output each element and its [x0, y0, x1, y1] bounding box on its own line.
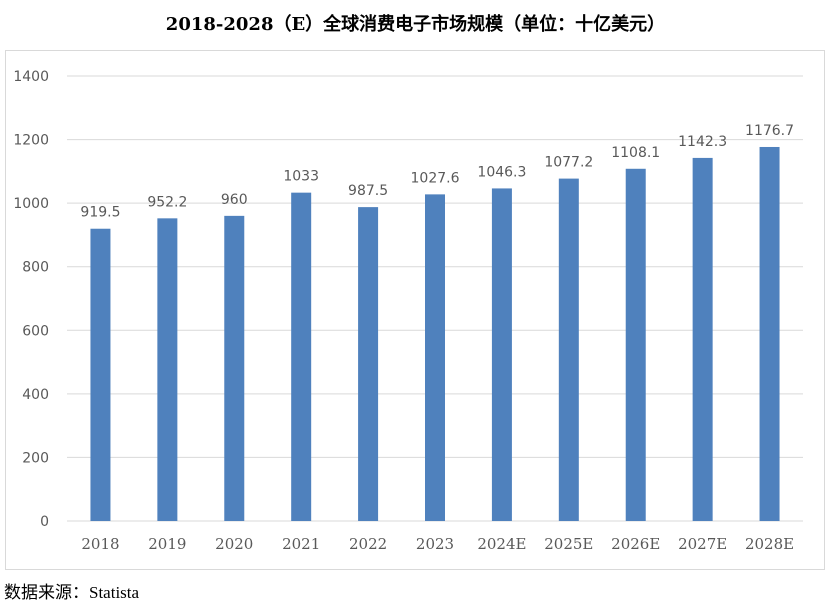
x-tick-label: 2020	[215, 535, 253, 553]
y-tick-label: 400	[22, 387, 49, 403]
source-name: Statista	[89, 583, 140, 602]
bar	[759, 146, 780, 522]
x-tick-label: 2025E	[544, 535, 593, 553]
x-tick-label: 2018	[81, 535, 119, 553]
bar	[358, 207, 379, 521]
bar	[224, 215, 245, 521]
bar	[692, 157, 713, 521]
y-tick-label: 800	[22, 260, 49, 276]
data-label: 987.5	[348, 183, 388, 199]
chart-area	[5, 50, 825, 570]
bar	[625, 168, 646, 521]
y-tick-label: 1400	[13, 69, 49, 85]
data-label: 960	[221, 192, 248, 208]
y-tick-label: 200	[22, 450, 49, 466]
x-tick-label: 2019	[148, 535, 186, 553]
data-label: 1033	[283, 169, 319, 185]
data-label: 919.5	[80, 205, 120, 221]
data-source: 数据来源：Statista	[4, 578, 139, 603]
data-label: 1142.3	[678, 134, 727, 150]
data-label: 1046.3	[477, 164, 526, 180]
x-tick-label: 2021	[282, 535, 320, 553]
x-tick-label: 2023	[416, 535, 454, 553]
y-tick-label: 1000	[13, 196, 49, 212]
bar	[90, 228, 111, 522]
bar	[291, 192, 312, 521]
y-tick-label: 1200	[13, 133, 49, 149]
source-label: 数据来源：	[4, 583, 89, 603]
x-tick-label: 2024E	[477, 535, 526, 553]
bar	[157, 218, 178, 521]
chart-title: 2018-2028（E）全球消费电子市场规模（单位：十亿美元）	[165, 14, 666, 35]
data-label: 1077.2	[544, 155, 593, 171]
y-tick-label: 0	[40, 514, 49, 530]
bar	[425, 194, 445, 521]
data-label: 1027.6	[411, 170, 460, 186]
x-tick-label: 2026E	[611, 535, 660, 553]
bar	[558, 178, 579, 521]
x-tick-label: 2028E	[745, 535, 794, 553]
data-label: 952.2	[147, 194, 187, 210]
y-tick-label: 600	[22, 323, 49, 339]
data-label: 1108.1	[611, 145, 660, 161]
x-tick-label: 2022	[349, 535, 387, 553]
x-tick-label: 2027E	[678, 535, 727, 553]
bar	[491, 188, 512, 521]
data-label: 1176.7	[745, 123, 794, 139]
